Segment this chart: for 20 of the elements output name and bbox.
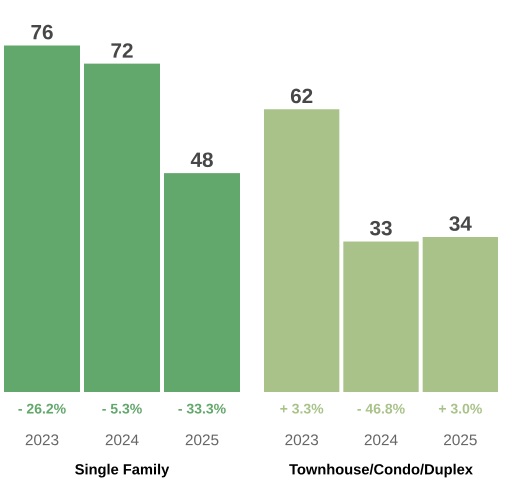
x-tick-label: 2025: [444, 434, 477, 446]
data-label: 76: [31, 24, 53, 40]
data-label: 72: [111, 43, 133, 58]
data-label: 48: [190, 152, 213, 168]
text: - 26.2%: [18, 404, 66, 414]
x-axis-title: Single Family: [75, 464, 170, 478]
x-tick-label: 2023: [285, 434, 318, 446]
x-tick-label: 2023: [26, 434, 58, 446]
data-label: 33: [370, 220, 392, 236]
text: - 46.8%: [357, 404, 405, 414]
x-axis-title: Townhouse/Condo/Duplex: [289, 464, 473, 478]
text: + 3.3%: [280, 404, 324, 414]
x-tick-label: 2025: [186, 434, 218, 446]
x-tick-label: 2024: [106, 434, 139, 446]
text: + 3.0%: [438, 404, 482, 414]
data-label: 34: [449, 216, 472, 231]
x-tick-label: 2024: [364, 434, 398, 446]
data-label: 62: [290, 88, 312, 104]
text: - 33.3%: [178, 404, 226, 414]
text: - 5.3%: [102, 404, 142, 414]
